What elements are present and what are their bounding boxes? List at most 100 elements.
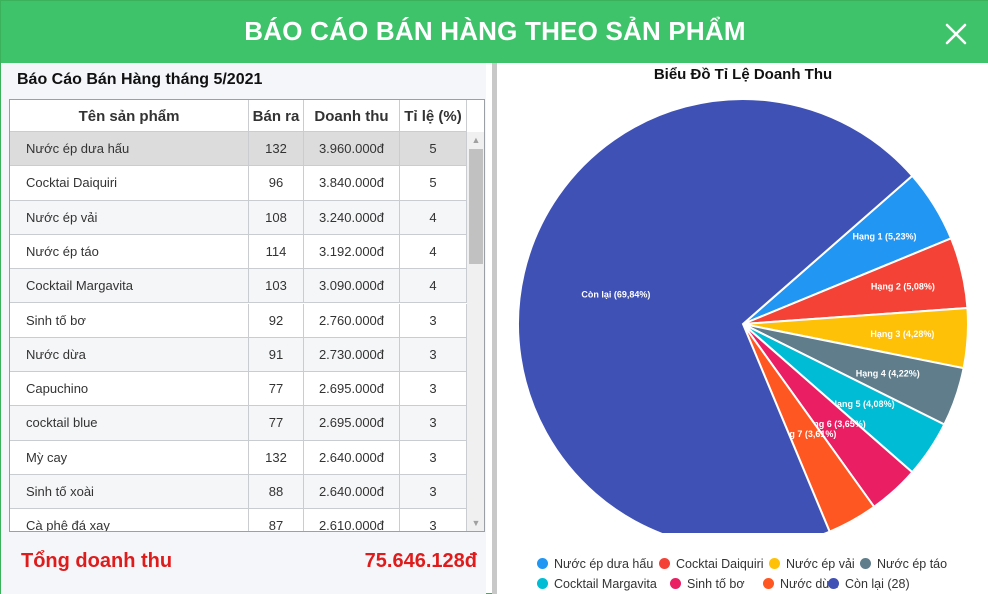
table-row[interactable]: Mỳ cay 132 2.640.000đ 3	[10, 440, 467, 475]
table-row[interactable]: Sinh tố bơ 92 2.760.000đ 3	[10, 303, 467, 338]
table-row[interactable]: Sinh tố xoài 88 2.640.000đ 3	[10, 475, 467, 510]
window-title: BÁO CÁO BÁN HÀNG THEO SẢN PHẨM	[244, 16, 746, 46]
report-title: Báo Cáo Bán Hàng tháng 5/2021	[17, 71, 263, 88]
cell-revenue: 2.610.000đ	[304, 509, 400, 531]
cell-product-name: Nước ép dưa hấu	[10, 132, 249, 166]
cell-ratio: 4	[400, 269, 467, 304]
cell-revenue: 2.695.000đ	[304, 406, 400, 441]
table-row[interactable]: Cocktail Margavita 103 3.090.000đ 4	[10, 269, 467, 304]
legend-dot-icon	[828, 578, 839, 589]
revenue-pie-chart: Hạng 1 (5,23%) Hạng 2 (5,08%) Hạng 3 (4,28…	[517, 98, 969, 533]
cell-ratio: 3	[400, 303, 467, 338]
cell-sold: 92	[249, 303, 304, 338]
table-row[interactable]: Nước dừa 91 2.730.000đ 3	[10, 337, 467, 373]
cell-sold: 91	[249, 337, 304, 372]
cell-ratio: 3	[400, 509, 467, 531]
pie-slice-label: Hạng 5 (4,08%)	[831, 399, 895, 409]
cell-product-name: Sinh tố xoài	[10, 475, 249, 509]
legend-item[interactable]: Còn lại (28)	[828, 576, 910, 592]
cell-ratio: 5	[400, 166, 467, 201]
legend-item[interactable]: Cocktai Daiquiri	[659, 556, 764, 572]
legend-item[interactable]: Nước ép dưa hấu	[537, 556, 653, 572]
cell-product-name: cocktail blue	[10, 406, 249, 441]
cell-revenue: 2.640.000đ	[304, 440, 400, 475]
legend-dot-icon	[860, 558, 871, 569]
legend-dot-icon	[763, 578, 774, 589]
table-header: Tên sản phẩm Bán ra Doanh thu Tỉ lệ (%)	[10, 100, 467, 132]
cell-product-name: Capuchino	[10, 372, 249, 407]
cell-product-name: Nước dừa	[10, 337, 249, 372]
cell-ratio: 3	[400, 475, 467, 509]
cell-sold: 103	[249, 269, 304, 304]
legend-label: Nước ép dưa hấu	[554, 557, 654, 571]
table-row[interactable]: Cà phê đá xay 87 2.610.000đ 3	[10, 509, 467, 531]
pie-slice-label: Hạng 6 (3,65%)	[802, 419, 866, 429]
pie-slice-label: Hạng 3 (4,28%)	[870, 329, 934, 339]
table-scrollbar[interactable]: ▲ ▼	[467, 132, 484, 531]
total-revenue-label: Tổng doanh thu	[21, 550, 173, 572]
cell-sold: 108	[249, 200, 304, 235]
cell-product-name: Nước ép táo	[10, 234, 249, 269]
cell-revenue: 3.192.000đ	[304, 234, 400, 269]
table-row[interactable]: Capuchino 77 2.695.000đ 3	[10, 372, 467, 407]
legend-label: Cocktai Daiquiri	[676, 557, 764, 571]
column-header-product[interactable]: Tên sản phẩm	[10, 100, 249, 132]
legend-item[interactable]: Sinh tố bơ	[670, 576, 745, 592]
cell-ratio: 4	[400, 234, 467, 269]
cell-sold: 96	[249, 166, 304, 201]
cell-revenue: 2.695.000đ	[304, 372, 400, 407]
pie-slice-label: Hạng 1 (5,23%)	[853, 231, 917, 241]
legend-label: Nước ép táo	[877, 557, 948, 571]
cell-revenue: 3.960.000đ	[304, 132, 400, 166]
cell-product-name: Cocktai Daiquiri	[10, 166, 249, 201]
legend-label: Nước ép vải	[786, 557, 855, 571]
table-row[interactable]: Cocktai Daiquiri 96 3.840.000đ 5	[10, 166, 467, 201]
legend-item[interactable]: Cocktail Margavita	[537, 576, 657, 592]
legend-dot-icon	[659, 558, 670, 569]
legend-dot-icon	[537, 558, 548, 569]
cell-product-name: Cocktail Margavita	[10, 269, 249, 304]
cell-revenue: 2.760.000đ	[304, 303, 400, 338]
chart-title: Biểu Đồ Tỉ Lệ Doanh Thu	[653, 66, 833, 83]
pie-slice-label: Hạng 4 (4,22%)	[856, 369, 920, 379]
sales-table: Tên sản phẩm Bán ra Doanh thu Tỉ lệ (%) …	[9, 99, 485, 532]
report-panel: Báo Cáo Bán Hàng tháng 5/2021 Tên sản ph…	[1, 63, 486, 594]
legend-dot-icon	[769, 558, 780, 569]
column-header-revenue[interactable]: Doanh thu	[304, 100, 400, 132]
cell-ratio: 4	[400, 200, 467, 235]
table-row[interactable]: Nước ép táo 114 3.192.000đ 4	[10, 234, 467, 270]
title-bar: BÁO CÁO BÁN HÀNG THEO SẢN PHẨM	[1, 1, 988, 63]
scroll-up-icon[interactable]: ▲	[471, 135, 481, 145]
pie-slice-label: Hạng 2 (5,08%)	[871, 281, 935, 291]
legend-label: Cocktail Margavita	[554, 577, 657, 591]
cell-ratio: 3	[400, 372, 467, 407]
cell-revenue: 3.840.000đ	[304, 166, 400, 201]
legend-label: Còn lại (28)	[845, 577, 910, 591]
cell-ratio: 3	[400, 440, 467, 475]
legend-item[interactable]: Nước dừa	[763, 576, 838, 592]
table-row[interactable]: cocktail blue 77 2.695.000đ 3	[10, 406, 467, 441]
cell-revenue: 2.730.000đ	[304, 337, 400, 372]
table-row[interactable]: Nước ép dưa hấu 132 3.960.000đ 5	[10, 132, 467, 167]
cell-product-name: Mỳ cay	[10, 440, 249, 475]
cell-sold: 77	[249, 372, 304, 407]
pie-slice[interactable]	[517, 98, 914, 533]
table-row[interactable]: Nước ép vải 108 3.240.000đ 4	[10, 200, 467, 235]
cell-sold: 87	[249, 509, 304, 531]
column-header-sold[interactable]: Bán ra	[249, 100, 304, 132]
cell-revenue: 2.640.000đ	[304, 475, 400, 509]
chart-panel: Biểu Đồ Tỉ Lệ Doanh Thu Hạng 1 (5,23%) Hạ…	[497, 63, 988, 594]
cell-revenue: 3.240.000đ	[304, 200, 400, 235]
legend-item[interactable]: Nước ép vải	[769, 556, 855, 572]
pie-slice-label: Hạng 7 (3,61%)	[772, 429, 836, 439]
cell-product-name: Cà phê đá xay	[10, 509, 249, 531]
close-icon[interactable]	[939, 17, 973, 51]
legend-label: Sinh tố bơ	[687, 577, 745, 591]
panel-divider[interactable]	[492, 63, 497, 594]
legend-item[interactable]: Nước ép táo	[860, 556, 947, 572]
scroll-thumb[interactable]	[469, 149, 483, 264]
scroll-down-icon[interactable]: ▼	[471, 518, 481, 528]
pie-slice-label: Còn lại (69,84%)	[581, 289, 650, 299]
column-header-ratio[interactable]: Tỉ lệ (%)	[400, 100, 467, 132]
